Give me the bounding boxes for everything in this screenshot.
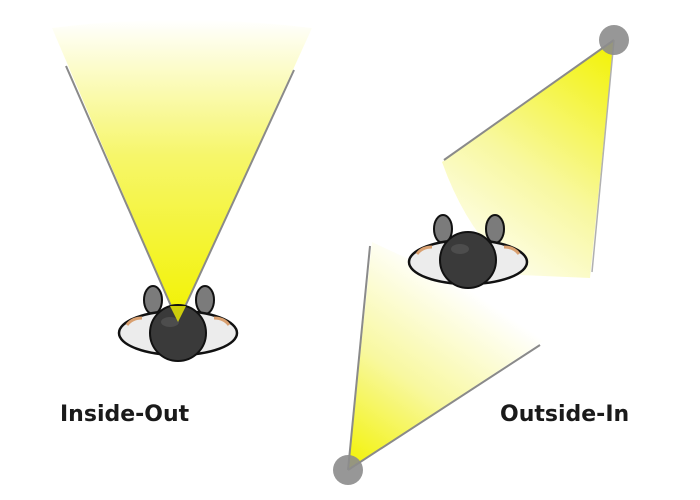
right-hand-icon	[485, 214, 505, 244]
right-hand-icon	[195, 285, 215, 315]
outside-in-beam-top-edge-a	[443, 39, 615, 161]
outside-in-beam-top-edge-b	[591, 39, 615, 273]
outside-in-beam-bottom	[348, 242, 545, 470]
outside-in-group	[333, 25, 629, 485]
outside-in-label: Outside-In	[500, 402, 630, 427]
inside-out-group	[52, 20, 312, 362]
inside-out-label: Inside-Out	[60, 402, 190, 427]
left-hand-icon	[143, 285, 163, 315]
outside-in-beam-top	[442, 40, 614, 278]
outside-in-person	[407, 214, 529, 289]
head-icon	[439, 231, 497, 289]
sensor-bottom-left-icon	[333, 455, 363, 485]
inside-out-beam-edge-left	[65, 65, 179, 323]
inside-out-beam-edge-right	[177, 69, 295, 323]
sensor-top-right-icon	[599, 25, 629, 55]
outside-in-beam-bottom-edge-a	[347, 245, 371, 471]
inside-out-person	[117, 285, 239, 362]
outside-in-beam-bottom-edge-b	[347, 344, 541, 471]
inside-out-beam	[52, 20, 312, 322]
